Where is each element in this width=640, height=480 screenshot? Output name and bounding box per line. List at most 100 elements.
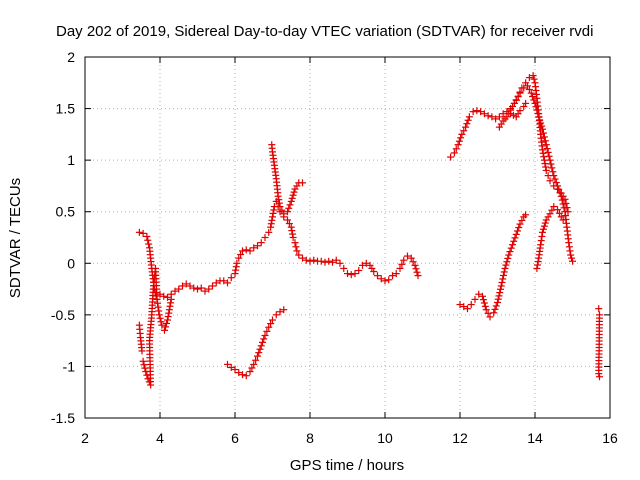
data-point [272, 311, 280, 319]
data-point [392, 270, 400, 278]
data-point [289, 191, 297, 199]
data-point [492, 115, 500, 123]
data-point [138, 347, 146, 355]
data-point [497, 285, 504, 293]
data-point [250, 244, 258, 252]
data-point [261, 331, 269, 339]
data-point [267, 220, 275, 228]
data-point [140, 361, 148, 369]
data-point [464, 116, 472, 124]
data-point [250, 360, 258, 368]
y-tick-label: 2 [67, 49, 75, 65]
data-point [514, 93, 522, 101]
data-point [289, 234, 297, 241]
data-point [537, 119, 545, 127]
data-point [239, 247, 246, 255]
data-point [347, 271, 355, 279]
data-point [400, 256, 408, 264]
data-point [370, 268, 378, 276]
data-point [389, 272, 396, 280]
data-point [156, 314, 164, 322]
data-point [539, 129, 547, 137]
data-point [256, 345, 264, 353]
data-point [529, 72, 537, 80]
data-point [287, 197, 295, 205]
data-point [568, 254, 576, 262]
data-point [158, 321, 166, 329]
y-tick-label: 0 [67, 255, 75, 271]
y-axis-ticks: -1.5 -1 -0.5 0 0.5 1 1.5 2 [51, 49, 610, 426]
data-points [135, 72, 603, 389]
data-point [532, 103, 540, 111]
x-tick-label: 14 [527, 430, 543, 446]
data-point [530, 75, 538, 83]
data-point [235, 254, 243, 262]
data-point [458, 130, 466, 138]
data-point [539, 225, 547, 233]
data-point [252, 356, 260, 364]
data-point [278, 206, 286, 214]
data-point [524, 82, 531, 90]
data-point [486, 313, 494, 321]
data-point [359, 261, 366, 269]
data-point [481, 302, 489, 310]
data-point [556, 189, 564, 197]
data-point [292, 243, 300, 251]
data-point [520, 84, 528, 92]
data-point [270, 206, 278, 214]
data-point [257, 342, 265, 350]
data-point [164, 316, 171, 324]
data-point [275, 196, 283, 204]
data-point [285, 204, 293, 212]
data-point [381, 277, 389, 285]
data-point [460, 127, 468, 135]
data-point [344, 270, 351, 278]
data-point [224, 279, 231, 287]
data-point [500, 268, 508, 276]
data-point [499, 117, 507, 125]
data-point [205, 285, 213, 293]
data-point [569, 257, 576, 265]
data-point [540, 133, 548, 141]
data-point [284, 208, 291, 216]
data-point [287, 223, 295, 231]
data-point [291, 239, 299, 247]
data-point [325, 257, 333, 265]
data-point [165, 306, 173, 314]
data-point [275, 199, 283, 207]
data-point [227, 274, 235, 282]
y-tick-label: 0.5 [56, 204, 76, 220]
data-point [515, 224, 523, 232]
x-tick-label: 12 [452, 430, 468, 446]
data-point [535, 113, 543, 121]
data-point [596, 373, 603, 381]
data-point [157, 318, 165, 326]
data-point [171, 287, 179, 295]
data-point [566, 247, 574, 255]
data-point [555, 209, 563, 217]
data-point [155, 311, 163, 319]
data-point [473, 107, 481, 115]
data-point [290, 188, 298, 196]
data-point [237, 251, 245, 259]
data-point [164, 313, 172, 321]
data-point [143, 232, 151, 240]
data-point [276, 308, 284, 316]
data-point [302, 256, 310, 264]
data-point [462, 123, 470, 131]
data-point [490, 309, 498, 317]
x-tick-label: 8 [306, 430, 314, 446]
data-point [455, 137, 463, 145]
data-point [541, 160, 549, 168]
data-point [139, 357, 147, 365]
data-point [534, 258, 542, 266]
data-point [514, 227, 521, 235]
data-point [516, 89, 524, 97]
data-point [565, 239, 573, 247]
y-tick-label: -0.5 [51, 307, 75, 323]
data-point [166, 302, 174, 310]
data-point [351, 270, 359, 278]
data-point [145, 240, 153, 248]
data-point [139, 229, 147, 237]
data-point [544, 148, 552, 156]
